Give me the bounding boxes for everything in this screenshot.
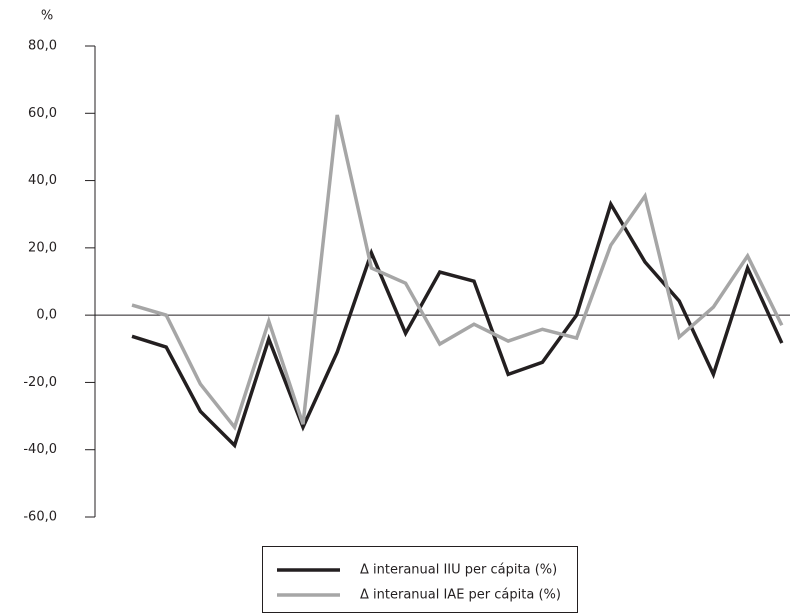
legend-label: Δ interanual IAE per cápita (%) bbox=[360, 588, 561, 603]
y-tick-label: -40,0 bbox=[23, 442, 57, 457]
y-tick-label: 20,0 bbox=[28, 240, 57, 255]
y-tick-label: 40,0 bbox=[28, 173, 57, 188]
y-tick-label: 60,0 bbox=[28, 106, 57, 121]
series-line bbox=[131, 114, 784, 431]
y-unit: % bbox=[41, 9, 53, 24]
series-line bbox=[131, 199, 784, 449]
y-tick-label: 80,0 bbox=[28, 39, 57, 54]
y-tick-label: -60,0 bbox=[23, 510, 57, 525]
y-tick-label: -20,0 bbox=[23, 375, 57, 390]
legend-box bbox=[262, 546, 578, 613]
legend-label: Δ interanual IIU per cápita (%) bbox=[360, 563, 557, 578]
y-tick-label: 0,0 bbox=[36, 308, 57, 323]
